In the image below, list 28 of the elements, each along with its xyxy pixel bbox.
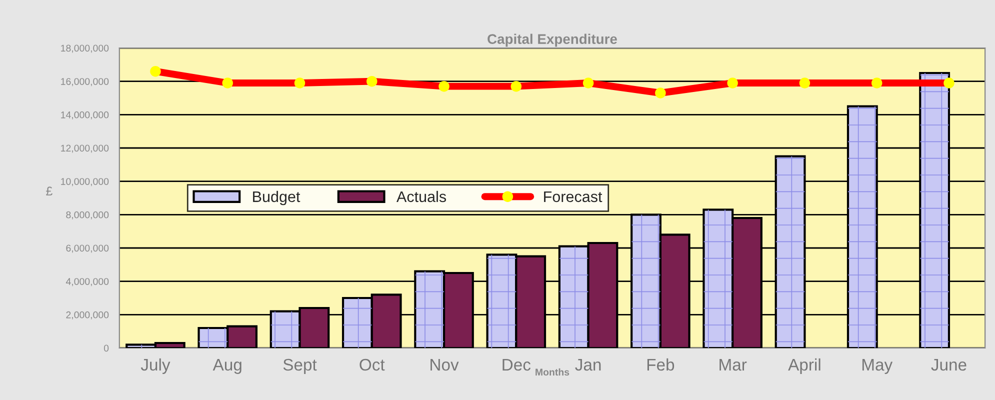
y-tick-label: 8,000,000 (66, 211, 109, 220)
y-tick-label: 0 (104, 344, 109, 352)
legend-label: Forecast (544, 191, 602, 202)
y-tick-label: 16,000,000 (61, 78, 109, 86)
y-tick-label: 12,000,000 (61, 144, 109, 153)
y-tick-label: 10,000,000 (61, 178, 109, 186)
legend-label: Actuals (396, 190, 446, 202)
x-tick-label: June (931, 359, 966, 371)
x-axis-title: Months (536, 368, 570, 376)
x-tick-label: April (788, 358, 820, 374)
x-tick-label: Feb (647, 358, 674, 371)
y-tick-label: 2,000,000 (66, 311, 109, 320)
chart-title: Capital Expenditure (488, 34, 617, 47)
x-tick-label: Aug (212, 359, 242, 374)
x-tick-label: Nov (430, 359, 459, 371)
y-tick-label: 18,000,000 (61, 44, 109, 53)
x-tick-label: Dec (502, 359, 531, 371)
legend-label: Budget (253, 190, 300, 206)
x-tick-label: Oct (360, 358, 385, 371)
y-tick-label: 6,000,000 (66, 244, 109, 253)
y-tick-label: 4,000,000 (66, 278, 109, 286)
y-axis-title: £ (46, 186, 52, 196)
x-tick-label: Jan (575, 359, 601, 371)
x-tick-label: Mar (720, 359, 747, 371)
x-tick-label: May (862, 359, 893, 374)
x-tick-label: July (140, 358, 170, 374)
y-tick-label: 14,000,000 (61, 111, 109, 120)
x-tick-label: Sept (283, 358, 317, 374)
